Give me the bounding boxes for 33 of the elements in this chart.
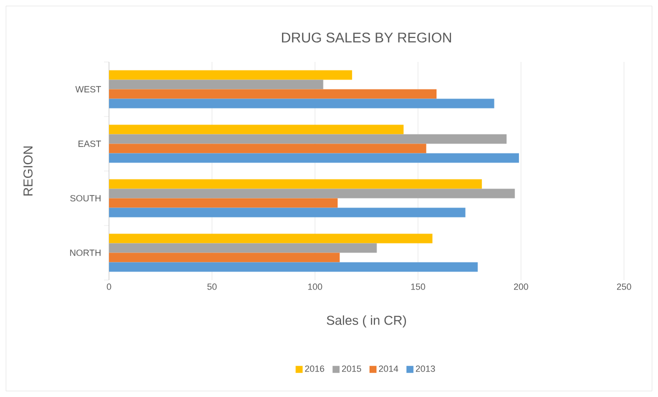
bar: [109, 134, 507, 144]
x-tick-label: 200: [514, 284, 528, 290]
y-tick-label: NORTH: [70, 250, 100, 256]
y-tick-label: EAST: [78, 140, 102, 147]
legend-label: 2015: [342, 366, 362, 372]
bar: [109, 234, 432, 244]
bar: [109, 70, 352, 80]
legend-label: 2013: [416, 366, 435, 372]
bar: [109, 153, 519, 163]
bar: [109, 80, 324, 90]
x-tick-label: 250: [616, 284, 632, 290]
bar: [109, 208, 466, 218]
chart-title: DRUG SALES BY REGION: [282, 32, 451, 43]
bar: [109, 144, 426, 154]
bar: [109, 243, 377, 253]
legend-label: 2016: [305, 366, 324, 372]
x-tick-label: 100: [308, 284, 322, 290]
x-tick-label: 0: [106, 284, 112, 290]
x-axis-title: Sales ( in CR): [326, 315, 406, 328]
x-tick-label: 150: [411, 284, 426, 290]
bar: [109, 198, 338, 208]
y-tick-label: WEST: [75, 86, 102, 92]
bar: [109, 179, 482, 189]
y-tick-label: SOUTH: [70, 195, 101, 202]
legend-label: 2014: [378, 366, 398, 372]
bar: [109, 262, 478, 272]
bar: [109, 124, 404, 134]
x-tick-label: 50: [207, 284, 217, 290]
bar: [109, 89, 437, 99]
y-axis-title: REGION: [23, 146, 33, 196]
bar: [109, 252, 340, 262]
bar: [109, 98, 494, 108]
bar: [109, 188, 515, 198]
